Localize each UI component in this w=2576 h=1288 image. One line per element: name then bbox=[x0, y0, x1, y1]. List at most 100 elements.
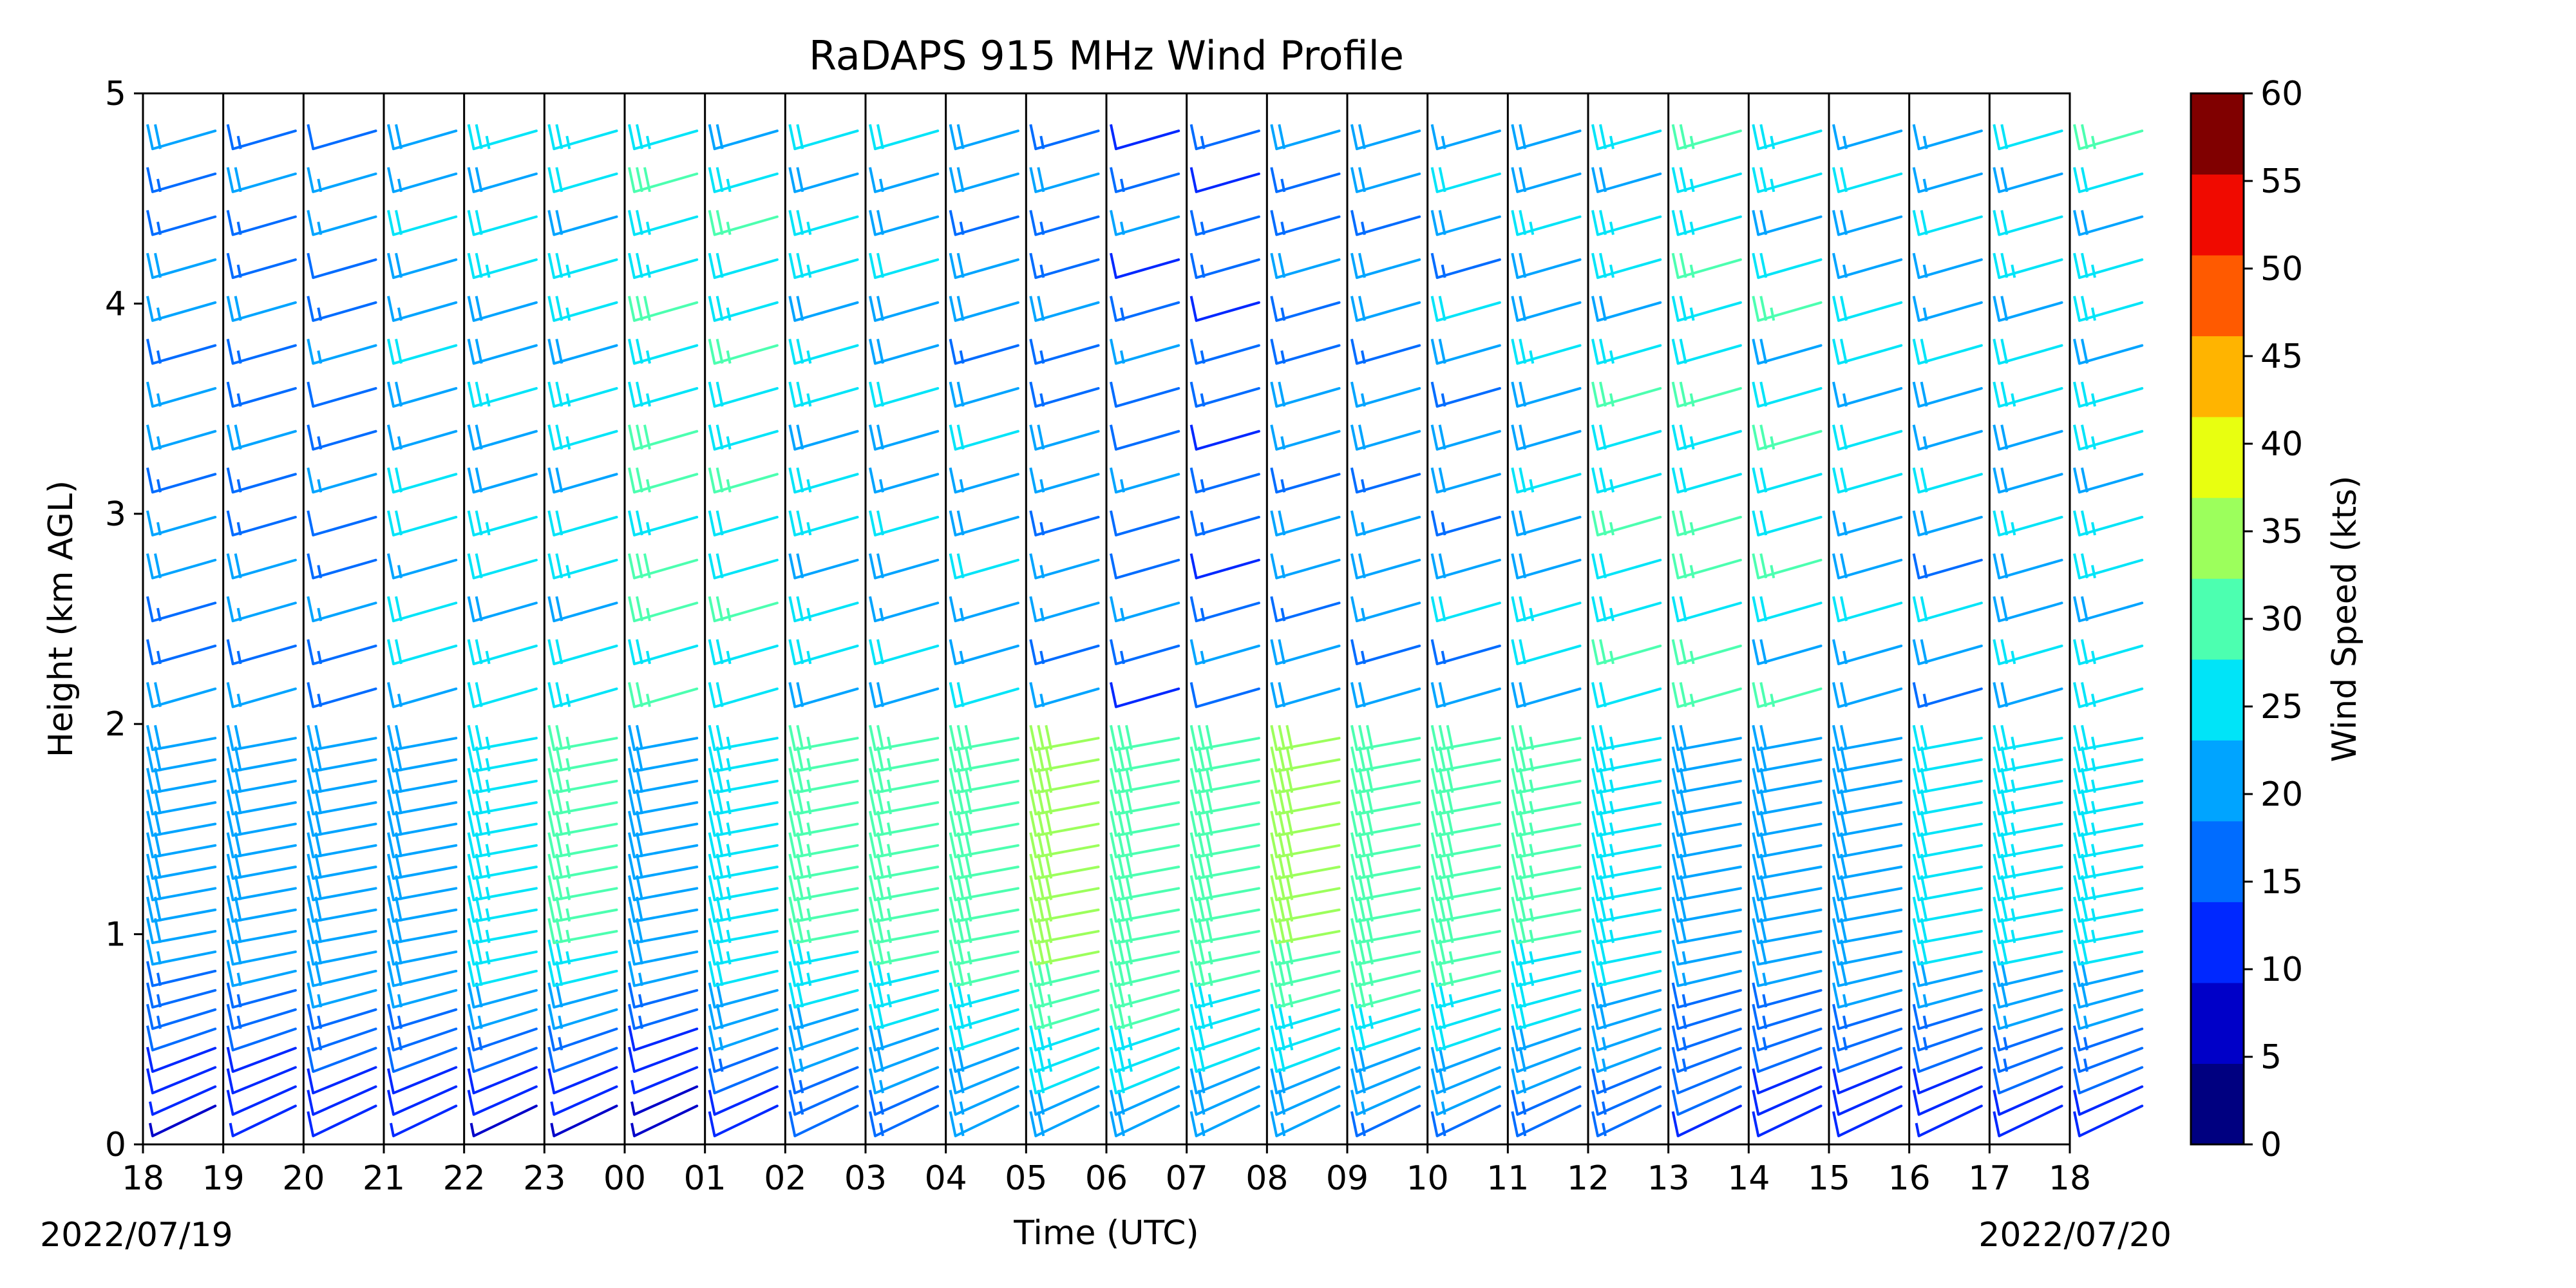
wind-barb bbox=[226, 875, 297, 902]
x-tick-label: 06 bbox=[1085, 1159, 1128, 1198]
colorbar: 0 5 10 15 20 25 30 35 40 45 50 55 60 bbox=[2190, 75, 2303, 1164]
x-tick-label: 17 bbox=[1968, 1159, 2011, 1198]
wind-barb bbox=[146, 296, 217, 322]
wind-barb bbox=[869, 1003, 940, 1030]
wind-barb bbox=[547, 639, 618, 665]
wind-barb bbox=[708, 1003, 779, 1030]
wind-barb bbox=[628, 875, 699, 902]
wind-barb bbox=[1671, 853, 1742, 880]
wind-barb bbox=[1912, 918, 1983, 945]
wind-barb bbox=[1671, 381, 1742, 408]
wind-barb bbox=[1511, 1085, 1582, 1116]
wind-barb bbox=[1189, 553, 1260, 580]
wind-barb bbox=[2073, 1046, 2144, 1073]
wind-barb bbox=[307, 1066, 377, 1095]
wind-barb bbox=[547, 210, 618, 236]
wind-barb bbox=[869, 1104, 940, 1137]
colorbar-segment bbox=[2191, 255, 2244, 337]
wind-barb bbox=[467, 167, 538, 193]
x-tick-label: 12 bbox=[1567, 1159, 1609, 1198]
wind-barb bbox=[467, 252, 538, 279]
wind-barb bbox=[1270, 596, 1341, 623]
wind-barb bbox=[1912, 832, 1983, 858]
wind-barb bbox=[1915, 1104, 1983, 1137]
wind-barb bbox=[628, 1025, 699, 1052]
wind-barb bbox=[1912, 167, 1983, 193]
wind-barb bbox=[1832, 896, 1903, 923]
wind-barb bbox=[1110, 896, 1180, 923]
wind-barb bbox=[1350, 381, 1421, 408]
x-axis-label: Time (UTC) bbox=[1013, 1214, 1198, 1253]
wind-barb bbox=[387, 768, 458, 794]
wind-barb bbox=[1270, 811, 1341, 837]
wind-barb bbox=[307, 167, 377, 193]
wind-barb bbox=[788, 124, 859, 151]
wind-barb bbox=[1591, 832, 1662, 858]
start-date-label: 2022/07/19 bbox=[40, 1216, 233, 1255]
wind-barb bbox=[226, 339, 297, 365]
wind-barb bbox=[788, 467, 859, 494]
wind-barb bbox=[708, 467, 779, 494]
wind-barb bbox=[2073, 768, 2144, 794]
wind-barb bbox=[146, 1046, 217, 1073]
wind-barb bbox=[547, 875, 618, 902]
wind-barb bbox=[1511, 510, 1582, 536]
x-tick-label: 21 bbox=[363, 1159, 405, 1198]
wind-barb bbox=[1511, 1003, 1582, 1030]
wind-barb bbox=[788, 724, 859, 752]
wind-barb bbox=[949, 339, 1019, 365]
colorbar-tick-label: 0 bbox=[2260, 1126, 2282, 1164]
wind-barb bbox=[1511, 124, 1582, 151]
wind-barb bbox=[1591, 982, 1662, 1009]
wind-barb bbox=[1832, 553, 1903, 580]
wind-barb bbox=[1832, 339, 1903, 365]
wind-barb bbox=[1993, 252, 2063, 279]
wind-barb bbox=[1752, 381, 1823, 408]
wind-barb bbox=[547, 789, 618, 816]
wind-barb bbox=[1591, 746, 1662, 773]
colorbar-segment bbox=[2191, 93, 2244, 175]
wind-barb bbox=[2073, 789, 2144, 816]
wind-barb bbox=[1752, 596, 1823, 623]
wind-barb bbox=[146, 210, 217, 236]
wind-barb bbox=[708, 832, 779, 858]
wind-barb bbox=[387, 939, 458, 966]
wind-barb bbox=[1350, 832, 1421, 858]
wind-barb bbox=[628, 982, 699, 1009]
wind-barb bbox=[1189, 768, 1260, 794]
wind-barb bbox=[1912, 1085, 1983, 1116]
wind-barb bbox=[307, 811, 377, 837]
wind-barb bbox=[2073, 918, 2144, 945]
wind-barb bbox=[869, 1025, 940, 1052]
wind-barb bbox=[387, 789, 458, 816]
wind-barb bbox=[146, 1003, 217, 1030]
wind-barb bbox=[1430, 768, 1501, 794]
wind-barb bbox=[1430, 832, 1501, 858]
wind-barb bbox=[547, 982, 618, 1009]
wind-barb bbox=[1270, 1046, 1341, 1073]
wind-barb bbox=[547, 381, 618, 408]
wind-barb bbox=[226, 789, 297, 816]
wind-barb bbox=[1591, 811, 1662, 837]
wind-barb bbox=[467, 682, 538, 708]
wind-barb bbox=[788, 1025, 859, 1052]
wind-barb bbox=[788, 789, 859, 816]
wind-barb bbox=[547, 1066, 618, 1095]
wind-barb bbox=[2073, 596, 2144, 623]
wind-barb bbox=[1270, 296, 1341, 322]
wind-barb bbox=[1430, 296, 1501, 322]
wind-barb bbox=[1671, 639, 1742, 665]
wind-barb bbox=[547, 853, 618, 880]
wind-barb bbox=[1993, 596, 2063, 623]
wind-barb bbox=[949, 961, 1019, 987]
wind-barb bbox=[708, 424, 779, 451]
wind-barb bbox=[146, 553, 217, 580]
wind-barb bbox=[547, 252, 618, 279]
wind-barb bbox=[1511, 553, 1582, 580]
wind-barb bbox=[467, 1003, 538, 1030]
wind-barb bbox=[628, 296, 699, 322]
wind-barb bbox=[146, 939, 217, 966]
wind-barb bbox=[1110, 939, 1180, 966]
wind-barb bbox=[628, 339, 699, 365]
wind-barb bbox=[1270, 789, 1341, 816]
